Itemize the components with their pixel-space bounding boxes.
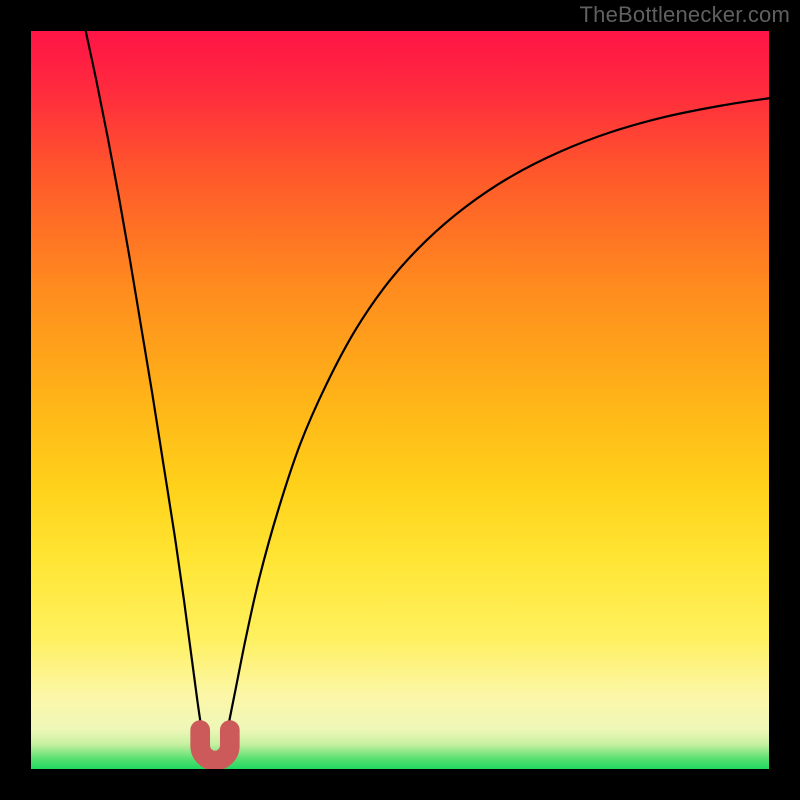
chart-stage: TheBottlenecker.com: [0, 0, 800, 800]
plot-svg: [30, 30, 770, 770]
watermark-text: TheBottlenecker.com: [580, 2, 790, 28]
gradient-background: [30, 30, 770, 770]
plot-frame: [30, 30, 770, 770]
